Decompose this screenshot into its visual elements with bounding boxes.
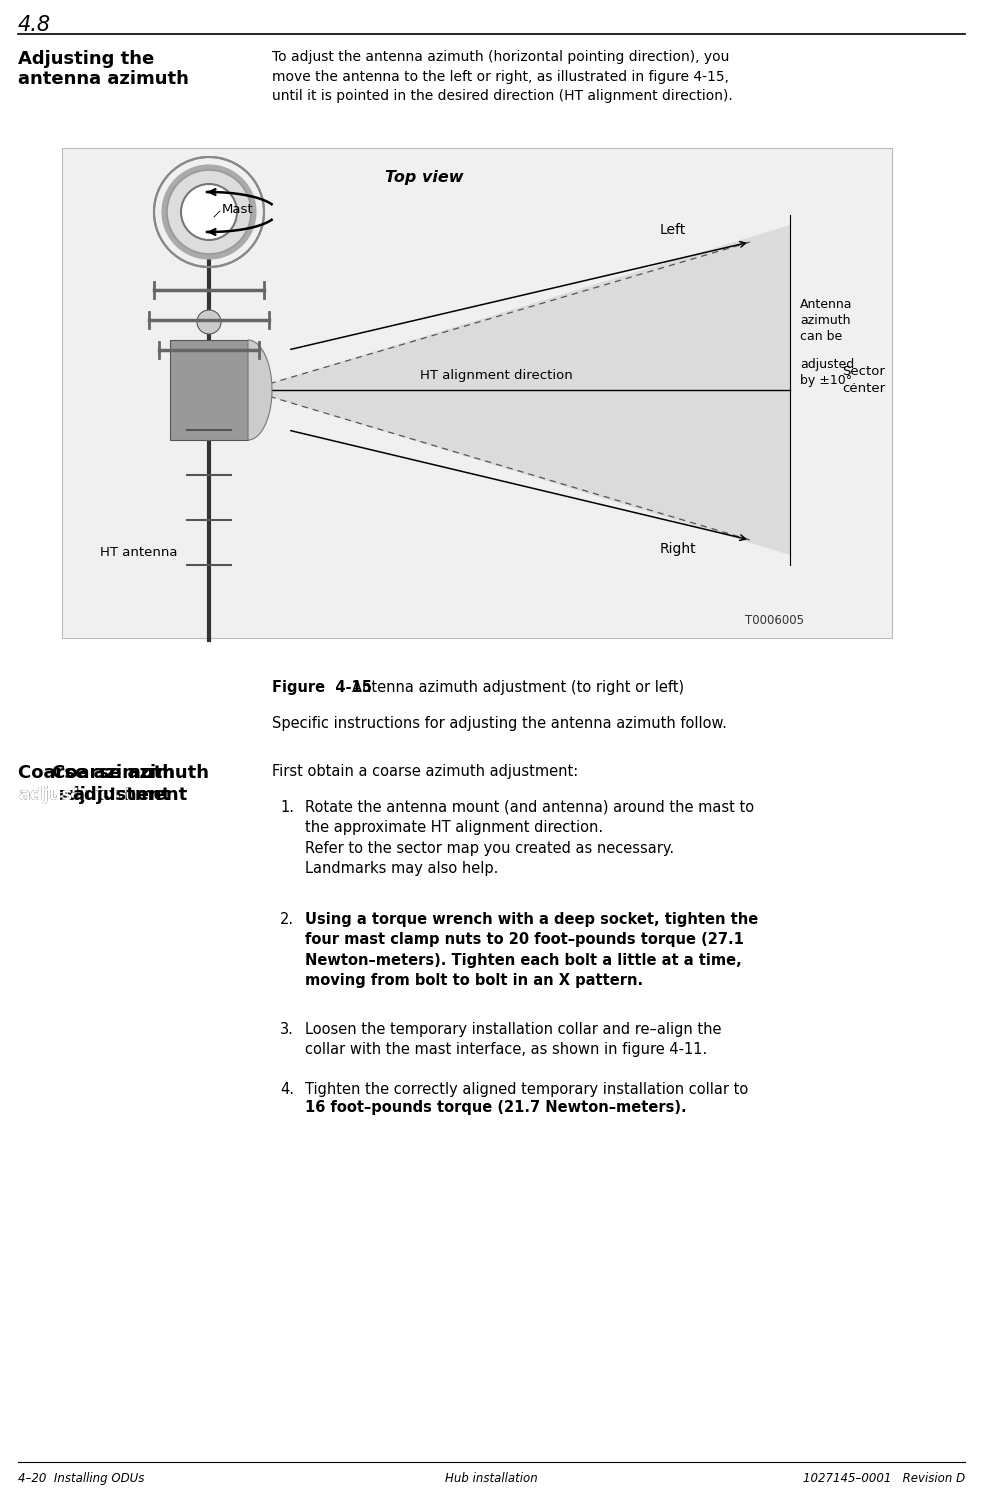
Circle shape: [181, 185, 237, 240]
Polygon shape: [248, 225, 790, 555]
Circle shape: [197, 310, 221, 333]
Text: Mast: Mast: [222, 202, 254, 216]
Text: Loosen the temporary installation collar and re–align the
collar with the mast i: Loosen the temporary installation collar…: [305, 1022, 722, 1058]
Text: adjustment: adjustment: [73, 786, 188, 804]
Text: 4.8: 4.8: [18, 15, 51, 36]
Text: adjustment: adjustment: [55, 786, 171, 804]
Text: Adjusting the: Adjusting the: [18, 51, 154, 68]
Text: Using a torque wrench with a deep socket, tighten the
four mast clamp nuts to 20: Using a torque wrench with a deep socket…: [305, 912, 758, 988]
Text: 1.: 1.: [280, 801, 294, 815]
Text: adjustment: adjustment: [18, 786, 134, 804]
Text: Top view: Top view: [385, 170, 464, 185]
Text: Coarse azimuth: Coarse azimuth: [18, 763, 175, 783]
Text: adjustment: adjustment: [18, 786, 134, 804]
Text: Hub installation: Hub installation: [444, 1472, 538, 1485]
Text: Specific instructions for adjusting the antenna azimuth follow.: Specific instructions for adjusting the …: [272, 716, 726, 731]
Text: Figure  4-15: Figure 4-15: [272, 680, 372, 695]
Circle shape: [167, 170, 251, 254]
Text: 4–20  Installing ODUs: 4–20 Installing ODUs: [18, 1472, 145, 1485]
Text: Right: Right: [660, 542, 697, 557]
Text: Tighten the correctly aligned temporary installation collar to: Tighten the correctly aligned temporary …: [305, 1082, 748, 1097]
Text: 1027145–0001   Revision D: 1027145–0001 Revision D: [803, 1472, 965, 1485]
Text: Coarse azimuth: Coarse azimuth: [51, 763, 208, 783]
Text: 2.: 2.: [280, 912, 294, 927]
Text: 16 foot–pounds torque (21.7 Newton–meters).: 16 foot–pounds torque (21.7 Newton–meter…: [305, 1100, 686, 1115]
Bar: [170, 339, 248, 440]
Text: Sector
center: Sector center: [842, 365, 885, 394]
Text: To adjust the antenna azimuth (horizontal pointing direction), you
move the ante: To adjust the antenna azimuth (horizonta…: [272, 51, 732, 103]
Text: 4.: 4.: [280, 1082, 294, 1097]
Text: HT antenna: HT antenna: [100, 546, 178, 559]
Polygon shape: [248, 339, 272, 440]
Text: First obtain a coarse azimuth adjustment:: First obtain a coarse azimuth adjustment…: [272, 763, 578, 780]
Text: adjusted
by ±10°.: adjusted by ±10°.: [800, 359, 856, 387]
Text: antenna azimuth: antenna azimuth: [18, 70, 189, 88]
Text: Rotate the antenna mount (and antenna) around the mast to
the approximate HT ali: Rotate the antenna mount (and antenna) a…: [305, 801, 754, 876]
Text: Left: Left: [660, 223, 686, 237]
Bar: [62, 147, 892, 638]
Text: Antenna azimuth adjustment (to right or left): Antenna azimuth adjustment (to right or …: [352, 680, 684, 695]
Text: Antenna
azimuth
can be: Antenna azimuth can be: [800, 298, 852, 344]
Text: HT alignment direction: HT alignment direction: [420, 369, 573, 382]
Text: 3.: 3.: [280, 1022, 294, 1037]
Text: T0006005: T0006005: [745, 615, 804, 626]
